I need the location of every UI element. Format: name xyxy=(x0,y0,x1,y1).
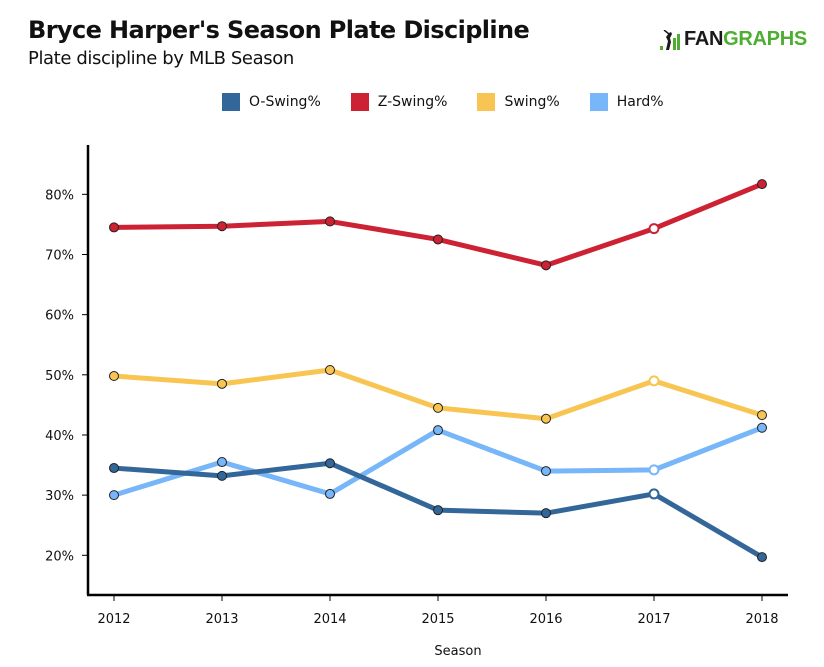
legend-label-swing: Swing% xyxy=(504,94,560,110)
data-point-o-swing-2012[interactable] xyxy=(109,463,119,474)
legend-label-z-swing: Z-Swing% xyxy=(377,94,448,110)
series-line-z-swing xyxy=(113,181,763,268)
data-point-swing-2015[interactable] xyxy=(433,402,443,413)
x-tick-label: 2018 xyxy=(745,612,778,627)
data-point-z-swing-2018[interactable] xyxy=(757,179,767,190)
data-point-swing-2016[interactable] xyxy=(541,413,551,424)
data-point-o-swing-2014[interactable] xyxy=(325,458,335,469)
data-point-hard-2015[interactable] xyxy=(433,425,443,436)
logo-text-graphs: GRAPHS xyxy=(723,28,807,50)
y-tick-label: 70% xyxy=(45,248,74,263)
chart-title: Bryce Harper's Season Plate Discipline xyxy=(28,16,530,44)
y-tick-label: 50% xyxy=(45,369,74,384)
legend-item-swing[interactable]: Swing% xyxy=(477,93,560,111)
data-point-swing-2018[interactable] xyxy=(757,410,767,421)
y-tick-label: 30% xyxy=(45,489,74,504)
y-axis-ticks: 20% 30% 40% 50% 60% 70% 80% xyxy=(45,188,88,564)
x-axis-title: Season xyxy=(434,644,481,659)
y-tick-label: 40% xyxy=(45,429,74,444)
x-axis-ticks: 2012 2013 2014 2015 2016 2017 2018 xyxy=(97,595,779,627)
data-point-o-swing-2013[interactable] xyxy=(217,470,227,481)
data-point-swing-2014[interactable] xyxy=(325,365,335,375)
x-tick-label: 2012 xyxy=(97,612,130,627)
data-point-z-swing-2016[interactable] xyxy=(541,260,551,271)
fangraphs-logo[interactable]: FAN GRAPHS xyxy=(660,28,807,51)
legend-item-o-swing[interactable]: O-Swing% xyxy=(222,93,321,111)
x-tick-label: 2016 xyxy=(529,612,562,627)
data-point-hard-2014[interactable] xyxy=(325,488,335,499)
data-point-z-swing-2013[interactable] xyxy=(217,221,227,232)
legend: O-Swing% Z-Swing% Swing% Hard% xyxy=(222,93,694,111)
data-point-hard-2013[interactable] xyxy=(217,457,227,468)
data-point-hard-2017[interactable] xyxy=(648,464,660,476)
data-point-z-swing-2015[interactable] xyxy=(433,234,443,245)
x-tick-label: 2014 xyxy=(313,612,346,627)
logo-text-fan: FAN xyxy=(684,28,724,50)
y-tick-label: 80% xyxy=(45,188,74,203)
data-point-z-swing-2012[interactable] xyxy=(109,222,119,233)
legend-swatch-o-swing xyxy=(222,93,240,111)
data-point-hard-2016[interactable] xyxy=(541,466,551,477)
chart-subtitle: Plate discipline by MLB Season xyxy=(28,48,294,69)
legend-label-hard: Hard% xyxy=(616,94,664,110)
x-tick-label: 2015 xyxy=(421,612,454,627)
x-tick-label: 2017 xyxy=(637,612,670,627)
legend-item-hard[interactable]: Hard% xyxy=(589,93,664,111)
data-point-hard-2018[interactable] xyxy=(757,422,767,433)
legend-swatch-z-swing xyxy=(350,93,369,111)
data-point-hard-2012[interactable] xyxy=(109,490,119,501)
data-point-z-swing-2017[interactable] xyxy=(648,223,660,235)
legend-item-z-swing[interactable]: Z-Swing% xyxy=(350,93,448,111)
batter-bars-icon xyxy=(660,29,682,50)
data-point-swing-2012[interactable] xyxy=(109,371,119,382)
legend-label-o-swing: O-Swing% xyxy=(249,94,321,110)
y-tick-label: 20% xyxy=(45,549,74,564)
y-tick-label: 60% xyxy=(45,309,74,324)
x-tick-label: 2013 xyxy=(205,612,238,627)
data-point-swing-2013[interactable] xyxy=(217,378,227,389)
data-point-o-swing-2015[interactable] xyxy=(433,505,443,516)
series-points xyxy=(109,179,767,563)
series-line-hard xyxy=(113,425,763,498)
data-point-o-swing-2016[interactable] xyxy=(541,508,551,519)
legend-swatch-hard xyxy=(589,93,608,111)
data-point-z-swing-2014[interactable] xyxy=(325,216,335,227)
data-point-o-swing-2017[interactable] xyxy=(648,488,660,500)
legend-swatch-swing xyxy=(477,93,496,111)
data-point-o-swing-2018[interactable] xyxy=(757,552,767,563)
data-point-swing-2017[interactable] xyxy=(648,375,660,387)
